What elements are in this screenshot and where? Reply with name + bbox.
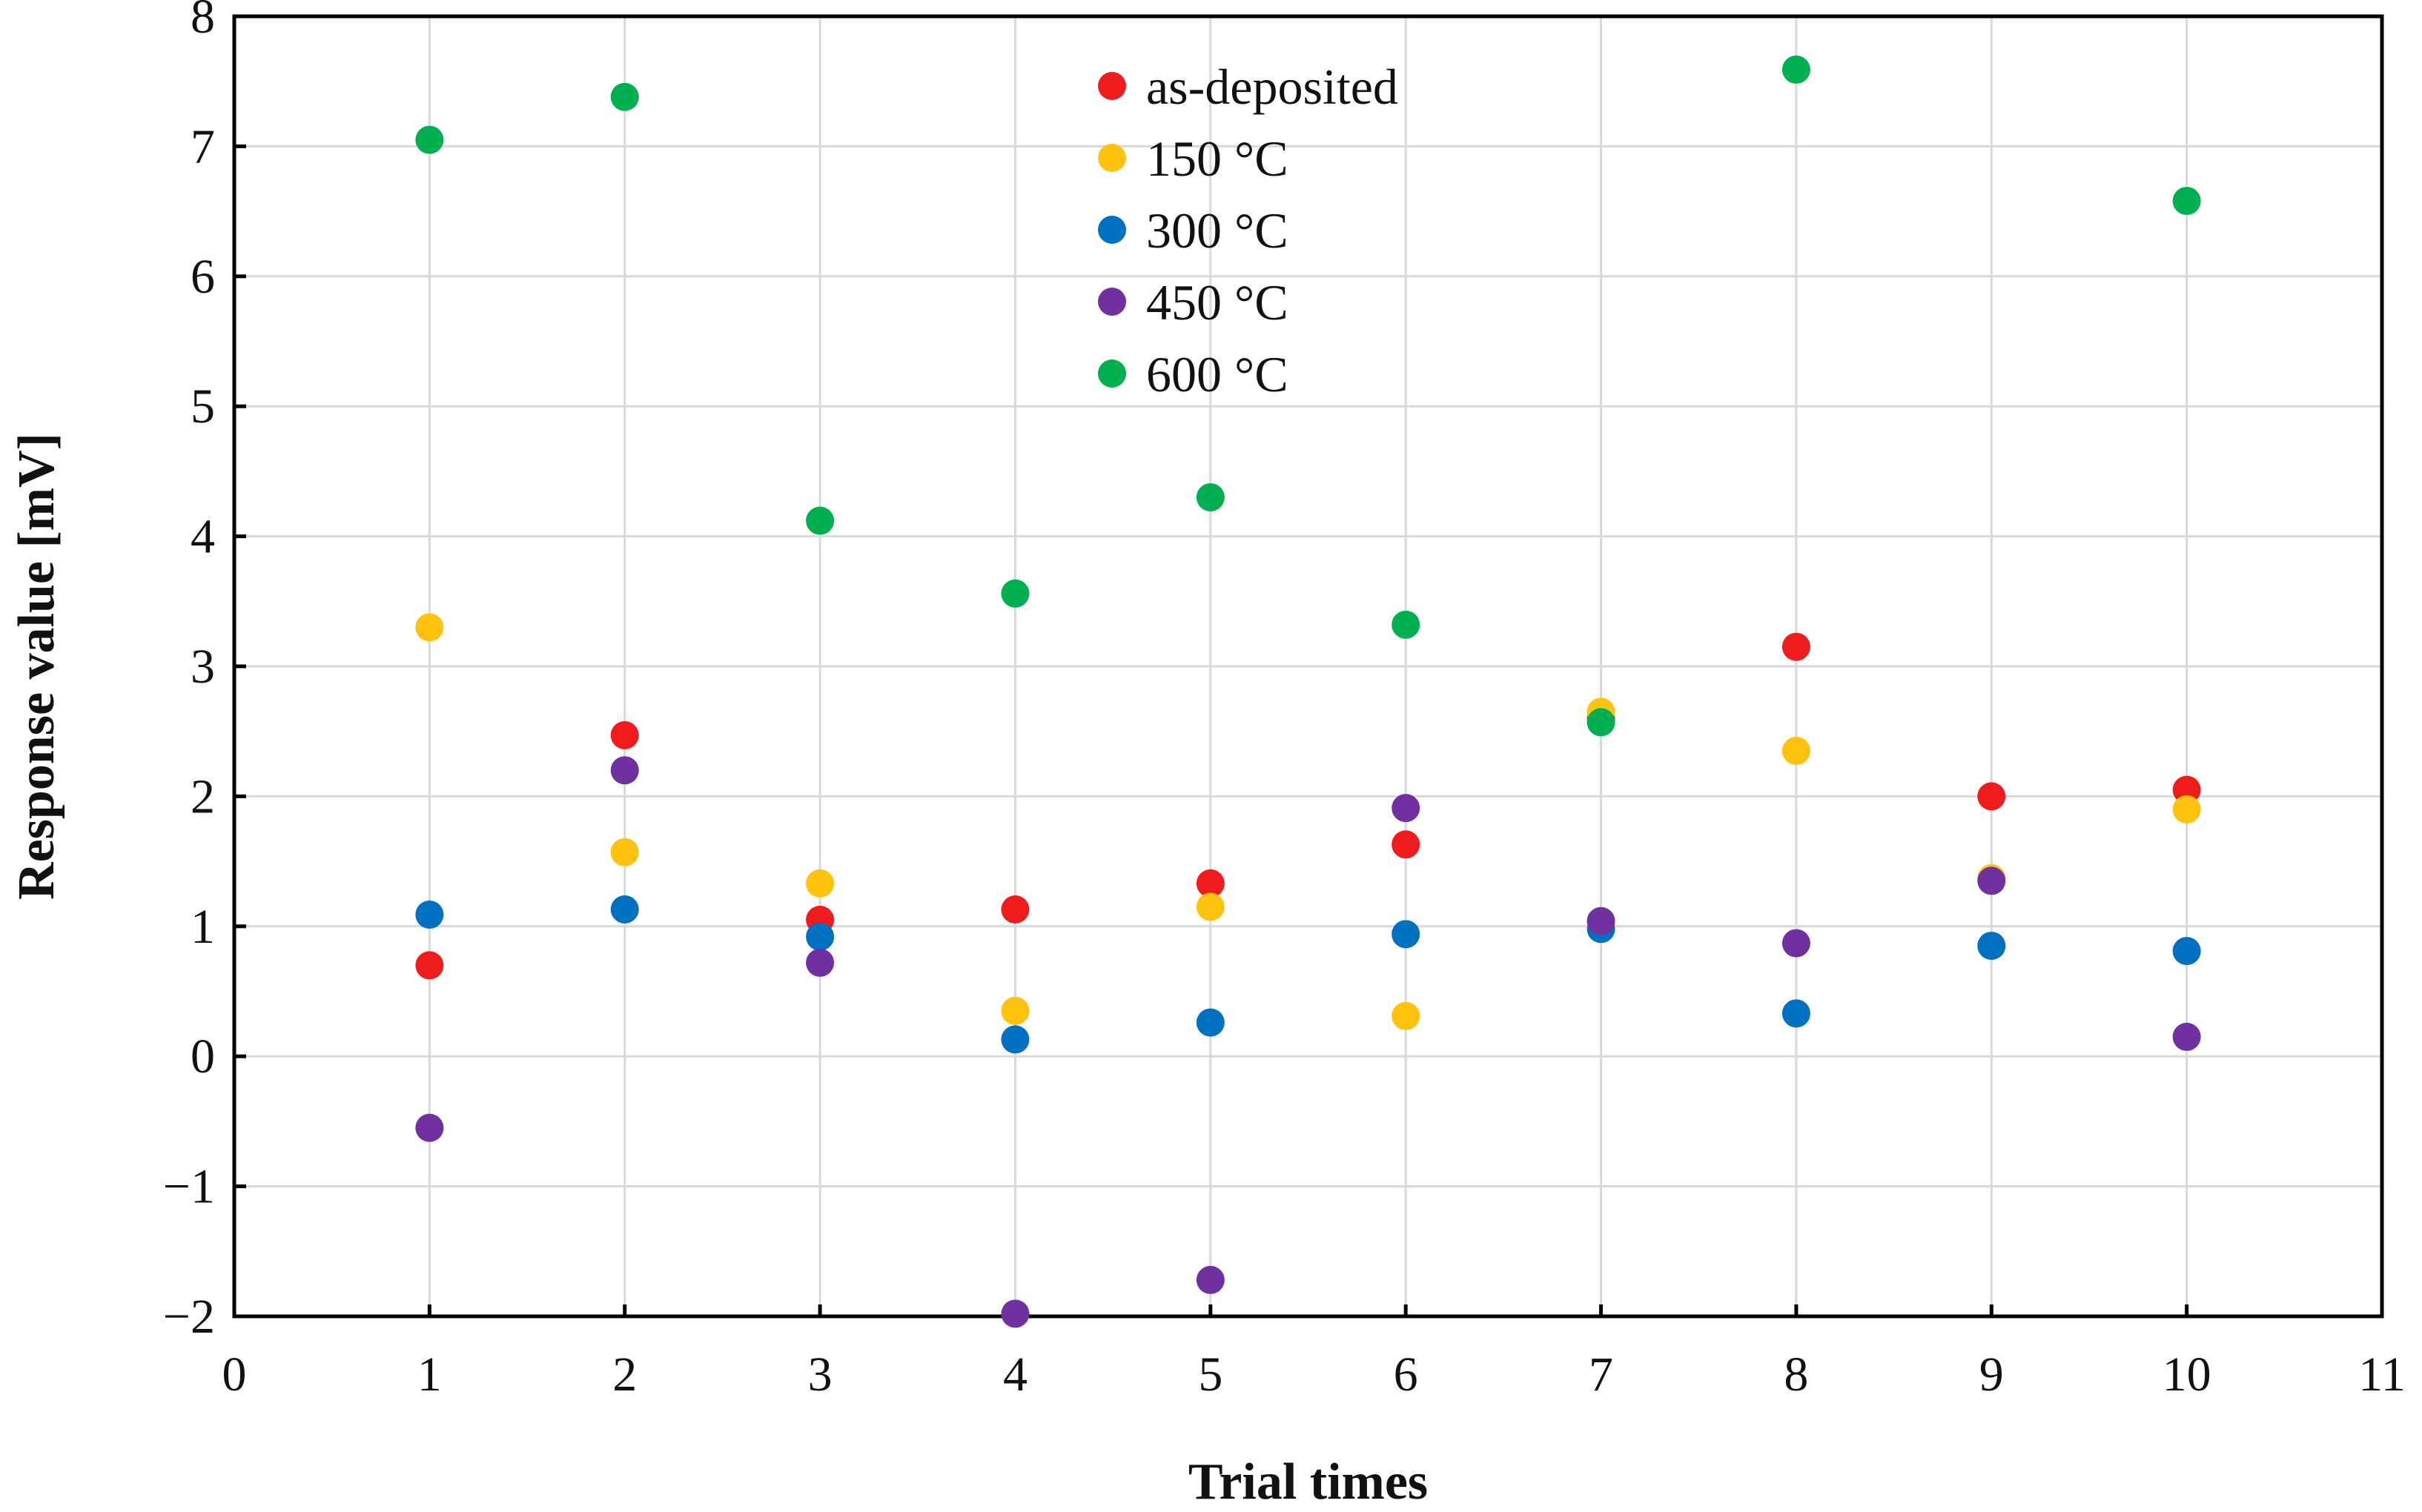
data-point [1781, 737, 1810, 766]
data-point [415, 1113, 444, 1142]
data-point [806, 922, 835, 951]
x-tick-label: 7 [1589, 1347, 1613, 1402]
x-tick-label: 11 [2358, 1347, 2406, 1402]
points-layer [415, 55, 2201, 1328]
series-3 [415, 756, 2201, 1328]
x-tick-label: 2 [612, 1347, 637, 1402]
x-axis-title: Trial times [1188, 1453, 1428, 1511]
tick-layer: 0 1 2 3 4 5 6 7 8 9 10 11 −2 −1 0 1 2 3 4 5 6 7 8 [163, 0, 2406, 1402]
y-tick-label: 3 [191, 640, 215, 694]
legend-marker [1098, 72, 1126, 100]
data-point [2172, 937, 2201, 966]
data-point [415, 951, 444, 980]
x-tick-label: 8 [1784, 1347, 1808, 1402]
legend-label: 150 °C [1146, 130, 1288, 187]
data-point [1392, 1001, 1420, 1030]
y-tick-label: −1 [163, 1160, 215, 1214]
y-tick-label: 2 [191, 769, 215, 823]
data-point [1392, 610, 1420, 639]
data-point [610, 838, 639, 866]
legend-label: 300 °C [1146, 202, 1288, 259]
x-tick-label: 3 [808, 1347, 833, 1402]
data-point [610, 82, 639, 111]
data-point [1196, 1265, 1225, 1294]
data-point [1977, 932, 2006, 961]
y-axis-title: Response value [mV] [8, 433, 65, 900]
legend-marker [1098, 359, 1126, 388]
data-point [806, 948, 835, 977]
data-point [806, 869, 835, 898]
data-point [1977, 782, 2006, 811]
x-tick-label: 0 [222, 1347, 247, 1402]
x-tick-label: 1 [417, 1347, 442, 1402]
x-tick-label: 9 [1979, 1347, 2004, 1402]
data-point [2172, 187, 2201, 216]
legend-label: as-deposited [1146, 59, 1398, 115]
y-tick-label: −2 [163, 1290, 215, 1344]
legend-marker [1098, 216, 1126, 244]
data-point [1001, 1025, 1030, 1054]
data-point [415, 613, 444, 642]
data-point [610, 756, 639, 785]
y-tick-label: 7 [191, 119, 215, 173]
grid-layer [234, 16, 2382, 1316]
y-tick-label: 6 [191, 250, 215, 304]
data-point [1781, 632, 1810, 661]
data-point [1001, 996, 1030, 1025]
data-point [2172, 795, 2201, 823]
data-point [1781, 929, 1810, 958]
y-tick-label: 0 [191, 1029, 215, 1084]
x-tick-label: 5 [1198, 1347, 1222, 1402]
data-point [415, 125, 444, 154]
data-point [1001, 895, 1030, 924]
data-point [2172, 1022, 2201, 1051]
data-point [610, 720, 639, 749]
legend-label: 450 °C [1146, 274, 1288, 331]
x-tick-label: 10 [2163, 1347, 2211, 1402]
data-point [1196, 483, 1225, 511]
data-point [1586, 708, 1615, 737]
y-tick-label: 5 [191, 379, 215, 434]
y-tick-label: 8 [191, 0, 215, 44]
series-4 [415, 55, 2201, 737]
data-point [1586, 906, 1615, 935]
data-point [1196, 869, 1225, 898]
data-point [1196, 1008, 1225, 1037]
y-tick-label: 4 [191, 510, 215, 564]
legend: as-deposited 150 °C 300 °C 450 °C 600 °C [1098, 59, 1398, 402]
data-point [2172, 775, 2201, 804]
data-point [1001, 579, 1030, 608]
data-point [415, 901, 444, 929]
data-point [1392, 830, 1420, 859]
series-2 [415, 895, 2201, 1054]
data-point [1781, 999, 1810, 1028]
data-point [1781, 55, 1810, 84]
series-1 [415, 613, 2201, 1030]
x-tick-label: 6 [1394, 1347, 1418, 1402]
data-point [1196, 892, 1225, 921]
legend-marker [1098, 288, 1126, 316]
y-tick-label: 1 [191, 900, 215, 954]
legend-label: 600 °C [1146, 346, 1288, 402]
data-point [610, 895, 639, 924]
data-point [1977, 866, 2006, 895]
data-point [1001, 1299, 1030, 1328]
data-point [806, 506, 835, 535]
plot-frame [232, 14, 2384, 1319]
x-tick-label: 4 [1003, 1347, 1028, 1402]
data-point [1392, 920, 1420, 949]
data-point [1392, 794, 1420, 823]
legend-marker [1098, 144, 1126, 172]
